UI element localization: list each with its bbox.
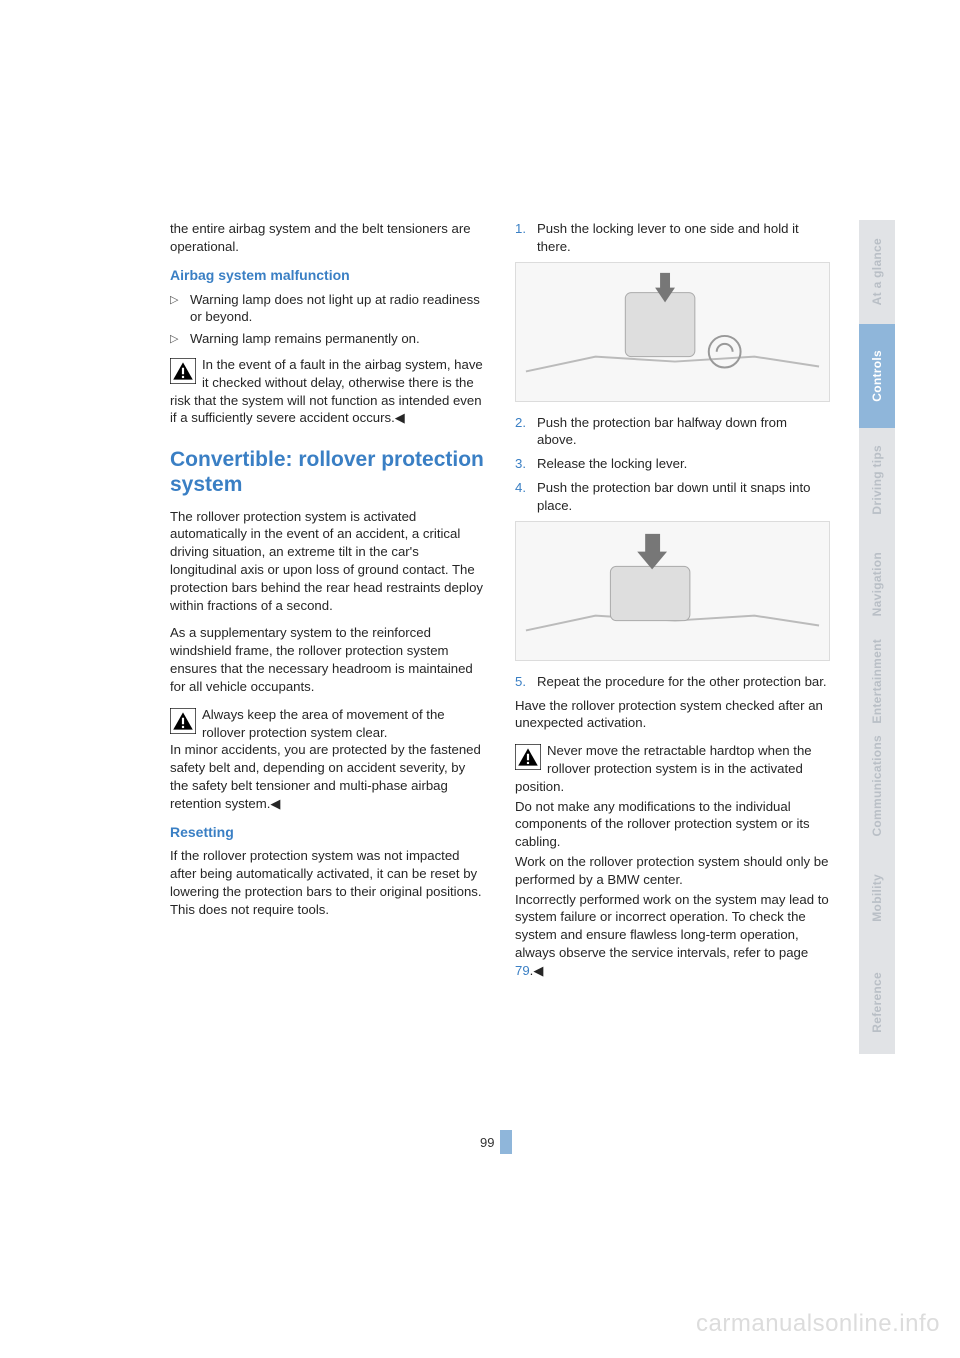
subhead-resetting: Resetting (170, 823, 485, 842)
body-paragraph: The rollover protection system is activa… (170, 508, 485, 615)
step-text: Push the protection bar halfway down fro… (537, 414, 830, 450)
step-item: 2. Push the protection bar halfway down … (515, 414, 830, 450)
bullet-marker-icon: ▷ (170, 330, 190, 348)
side-tab[interactable]: Navigation (859, 532, 895, 636)
warning-block: Always keep the area of movement of the … (170, 706, 485, 813)
warning-text: Incorrectly performed work on the system… (515, 891, 830, 980)
page-ref-link[interactable]: 79 (515, 963, 530, 978)
step-text: Push the locking lever to one side and h… (537, 220, 830, 256)
warning-text: Do not make any modifications to the ind… (515, 798, 830, 851)
side-tab-label: Controls (870, 350, 884, 402)
warning-text: Always keep the area of movement of the … (170, 707, 481, 811)
side-tab[interactable]: Driving tips (859, 428, 895, 532)
step-number: 3. (515, 455, 537, 473)
body-paragraph: Have the rollover protection system chec… (515, 697, 830, 733)
bullet-marker-icon: ▷ (170, 291, 190, 327)
warning-triangle-icon (170, 708, 196, 734)
figure-rollover-lever (515, 262, 830, 402)
step-item: 3. Release the locking lever. (515, 455, 830, 473)
manual-page: the entire airbag system and the belt te… (0, 0, 960, 1358)
step-number: 4. (515, 479, 537, 515)
side-tab[interactable]: Controls (859, 324, 895, 428)
left-column: the entire airbag system and the belt te… (170, 220, 485, 990)
page-marker-icon (500, 1130, 512, 1154)
side-tab-label: Entertainment (870, 639, 884, 724)
warning-text: In the event of a fault in the airbag sy… (170, 357, 483, 425)
right-column: 1. Push the locking lever to one side an… (515, 220, 830, 990)
step-item: 4. Push the protection bar down until it… (515, 479, 830, 515)
bullet-text: Warning lamp does not light up at radio … (190, 291, 485, 327)
step-text: Push the protection bar down until it sn… (537, 479, 830, 515)
bullet-item: ▷ Warning lamp does not light up at radi… (170, 291, 485, 327)
step-text: Repeat the procedure for the other prote… (537, 673, 830, 691)
side-tab[interactable]: Mobility (859, 846, 895, 950)
step-item: 5. Repeat the procedure for the other pr… (515, 673, 830, 691)
warning-text-fragment: .◀ (530, 963, 544, 978)
body-paragraph: As a supplementary system to the reinfor… (170, 624, 485, 695)
step-number: 5. (515, 673, 537, 691)
step-text: Release the locking lever. (537, 455, 830, 473)
step-item: 1. Push the locking lever to one side an… (515, 220, 830, 256)
side-tabs: At a glance Controls Driving tips Navigatio… (859, 220, 895, 1054)
page-number: 99 (480, 1135, 494, 1150)
bullet-item: ▷ Warning lamp remains permanently on. (170, 330, 485, 348)
intro-text: the entire airbag system and the belt te… (170, 220, 485, 256)
side-tab-label: Navigation (870, 552, 884, 616)
warning-block: Never move the retractable hardtop when … (515, 742, 830, 980)
side-tab-label: Driving tips (870, 445, 884, 515)
body-paragraph: If the rollover protection system was no… (170, 847, 485, 918)
side-tab-label: At a glance (870, 238, 884, 305)
side-tab-label: Reference (870, 972, 884, 1033)
side-tab[interactable]: Reference (859, 950, 895, 1054)
figure-rollover-push-down (515, 521, 830, 661)
warning-text-fragment: Incorrectly performed work on the system… (515, 892, 829, 960)
bullet-text: Warning lamp remains permanently on. (190, 330, 485, 348)
step-number: 1. (515, 220, 537, 256)
section-heading-rollover: Convertible: rollover protection system (170, 447, 485, 497)
side-tab[interactable]: Communications (859, 726, 895, 846)
warning-text: Never move the retractable hardtop when … (515, 743, 812, 794)
side-tab-label: Communications (870, 735, 884, 837)
warning-text: Work on the rollover protection system s… (515, 853, 830, 889)
side-tab[interactable]: At a glance (859, 220, 895, 324)
step-number: 2. (515, 414, 537, 450)
side-tab-label: Mobility (870, 874, 884, 922)
watermark-text: carmanualsonline.info (696, 1310, 940, 1338)
subhead-airbag-malfunction: Airbag system malfunction (170, 266, 485, 285)
warning-triangle-icon (515, 744, 541, 770)
warning-triangle-icon (170, 358, 196, 384)
page-footer: 99 (480, 1130, 512, 1154)
content-area: the entire airbag system and the belt te… (170, 220, 830, 990)
side-tab[interactable]: Entertainment (859, 636, 895, 726)
warning-block: In the event of a fault in the airbag sy… (170, 356, 485, 427)
